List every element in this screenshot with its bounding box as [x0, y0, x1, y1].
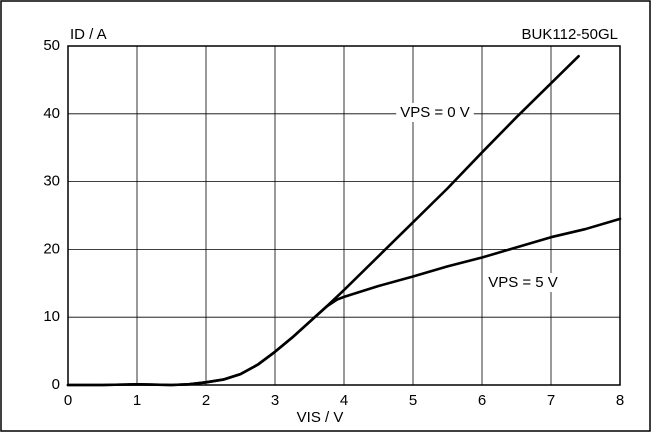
label-background: [396, 102, 474, 122]
x-tick-label: 4: [340, 392, 348, 409]
y-tick-label: 20: [43, 240, 60, 257]
y-tick-label: 0: [52, 376, 60, 393]
y-tick-label: 10: [43, 308, 60, 325]
curve: [66, 217, 622, 387]
y-tick-label: 40: [43, 105, 60, 122]
x-tick-label: 2: [202, 392, 210, 409]
y-tick-label: 30: [43, 173, 60, 190]
x-tick-label: 0: [64, 392, 72, 409]
x-tick-label: 5: [409, 392, 417, 409]
x-tick-label: 3: [271, 392, 279, 409]
x-tick-label: 8: [616, 392, 624, 409]
chart-title: BUK112-50GL: [522, 26, 618, 43]
curve: [66, 54, 580, 387]
x-tick-label: 7: [547, 392, 555, 409]
y-tick-label: 50: [43, 37, 60, 54]
y-axis-label: ID / A: [70, 26, 107, 43]
curve-label: VPS = 5 V: [488, 274, 558, 291]
label-background: [484, 272, 562, 292]
plot-border: [67, 45, 621, 386]
x-tick-label: 6: [478, 392, 486, 409]
x-axis-label: VIS / V: [297, 409, 344, 426]
curve-label: VPS = 0 V: [400, 104, 470, 121]
x-tick-label: 1: [133, 392, 141, 409]
